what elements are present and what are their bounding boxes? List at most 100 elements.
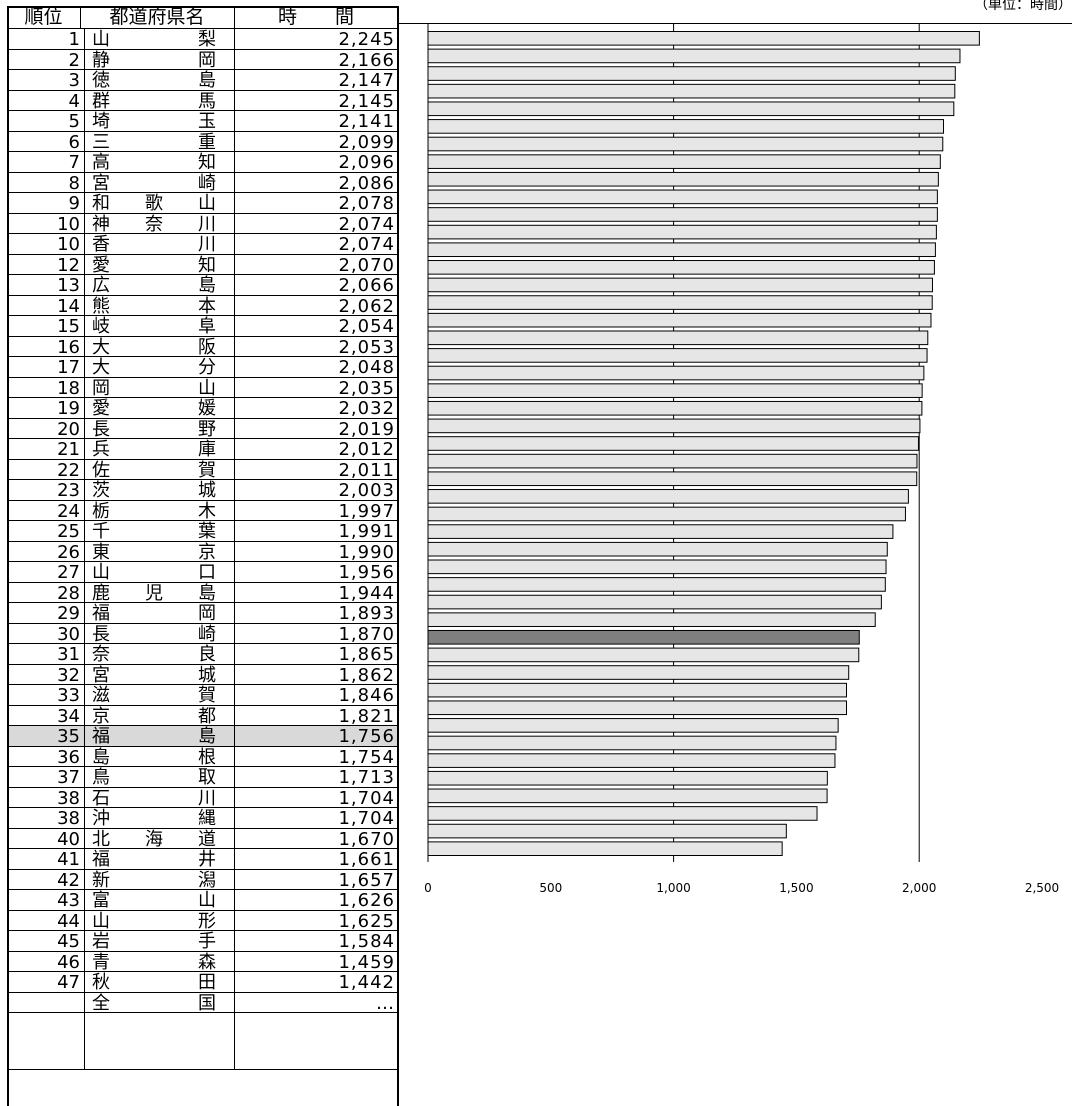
prefecture-char: 形 [198, 910, 216, 932]
hours-cell: 1,670 [338, 828, 395, 850]
bar [427, 400, 923, 416]
hours-cell: 2,074 [338, 213, 395, 235]
prefecture-cell: 香川 [92, 234, 222, 255]
table-row: 8 宮崎 2,086 [7, 173, 398, 194]
prefecture-char: 群 [92, 90, 110, 112]
rank-cell: 23 [57, 480, 80, 501]
rank-cell: 17 [57, 357, 80, 378]
prefecture-char: 根 [198, 746, 216, 768]
table-row: 41 福井 1,661 [7, 849, 398, 870]
prefecture-cell: 沖縄 [92, 808, 222, 829]
prefecture-char: 木 [198, 500, 216, 522]
bar [427, 612, 876, 627]
rank-cell: 38 [57, 787, 80, 809]
rank-cell: 10 [57, 234, 80, 255]
prefecture-char: 埼 [92, 111, 110, 132]
prefecture-char: 児 [145, 582, 163, 604]
prefecture-char: 国 [198, 992, 216, 1014]
bar-highlighted [427, 629, 860, 645]
row-rule [9, 479, 398, 480]
prefecture-char: 全 [92, 992, 110, 1014]
prefecture-char: 野 [198, 418, 216, 440]
table-row: 47 秋田 1,442 [7, 972, 398, 993]
prefecture-char: 愛 [92, 254, 110, 276]
hours-cell: 1,865 [338, 644, 395, 665]
hours-cell: 2,048 [338, 357, 395, 378]
prefecture-cell: 山形 [92, 911, 222, 932]
prefecture-char: 知 [198, 254, 216, 276]
table-top-border [7, 6, 398, 8]
table-row: 27 山口 1,956 [7, 562, 398, 583]
prefecture-cell: 岩手 [92, 931, 222, 952]
table-row: 29 福岡 1,893 [7, 603, 398, 624]
bar [427, 471, 918, 487]
hours-cell: 2,141 [338, 111, 395, 132]
bar [427, 524, 894, 539]
prefecture-cell: 広島 [92, 275, 222, 296]
prefecture-char: 庫 [198, 439, 216, 460]
table-row: 40 北 海 道 1,670 [7, 829, 398, 850]
bar [427, 119, 945, 134]
prefecture-char: 福 [92, 603, 110, 624]
bar [427, 700, 848, 716]
prefecture-cell: 和歌山 [92, 193, 222, 214]
table-row: 38 沖縄 1,704 [7, 808, 398, 829]
rank-cell: 6 [68, 131, 80, 153]
bar [427, 489, 909, 504]
prefecture-char: 山 [92, 562, 110, 583]
row-rule [9, 971, 398, 972]
prefecture-cell: 山口 [92, 562, 222, 583]
row-rule [9, 889, 398, 890]
bar [427, 841, 783, 857]
prefecture-cell: 全国 [92, 993, 222, 1014]
bar [427, 682, 848, 698]
row-rule [9, 909, 398, 911]
rank-cell: 37 [57, 767, 80, 788]
rank-cell: 14 [57, 295, 80, 317]
rank-cell: 22 [57, 459, 80, 481]
prefecture-char: 青 [92, 951, 110, 973]
hours-cell: 1,704 [338, 808, 395, 829]
rank-cell: 7 [68, 152, 80, 173]
table-row: 33 滋賀 1,846 [7, 685, 398, 706]
prefecture-char: 重 [198, 131, 216, 153]
row-rule [9, 766, 398, 767]
prefecture-char: 静 [92, 49, 110, 71]
prefecture-char: 阪 [198, 336, 216, 358]
hours-cell: 2,035 [338, 377, 395, 399]
prefecture-cell: 宮崎 [92, 173, 222, 194]
rank-cell: 32 [57, 664, 80, 686]
prefecture-char: 福 [92, 849, 110, 870]
row-rule [9, 827, 398, 829]
prefecture-cell: 京都 [92, 706, 222, 727]
prefecture-cell: 東京 [92, 542, 222, 563]
prefecture-char: 手 [198, 931, 216, 952]
hours-cell: 1,893 [338, 603, 395, 624]
rank-cell: 15 [57, 316, 80, 337]
hours-cell: 1,704 [338, 787, 395, 809]
bar [427, 594, 882, 610]
row-rule [9, 663, 398, 665]
table-row: 1 山梨 2,245 [7, 29, 398, 50]
hours-cell: 2,074 [338, 234, 395, 255]
prefecture-char: 知 [198, 152, 216, 173]
prefecture-char: 京 [198, 541, 216, 563]
row-rule [9, 376, 398, 378]
prefecture-char: 和 [92, 193, 110, 214]
rank-cell: 33 [57, 685, 80, 706]
prefecture-cell: 富山 [92, 890, 222, 911]
rank-cell: 30 [57, 623, 80, 645]
table-left-border [7, 6, 9, 1106]
table-row: 3 徳島 2,147 [7, 70, 398, 91]
row-rule [9, 725, 398, 726]
bar [427, 823, 787, 839]
hours-cell: 2,147 [338, 70, 395, 91]
prefecture-cell: 千葉 [92, 521, 222, 542]
table-col-divider [80, 6, 81, 28]
x-tick-label: 2,000 [902, 881, 936, 895]
hours-cell: 2,054 [338, 316, 395, 337]
prefecture-char: 岡 [198, 603, 216, 624]
table-row: 22 佐賀 2,011 [7, 460, 398, 481]
